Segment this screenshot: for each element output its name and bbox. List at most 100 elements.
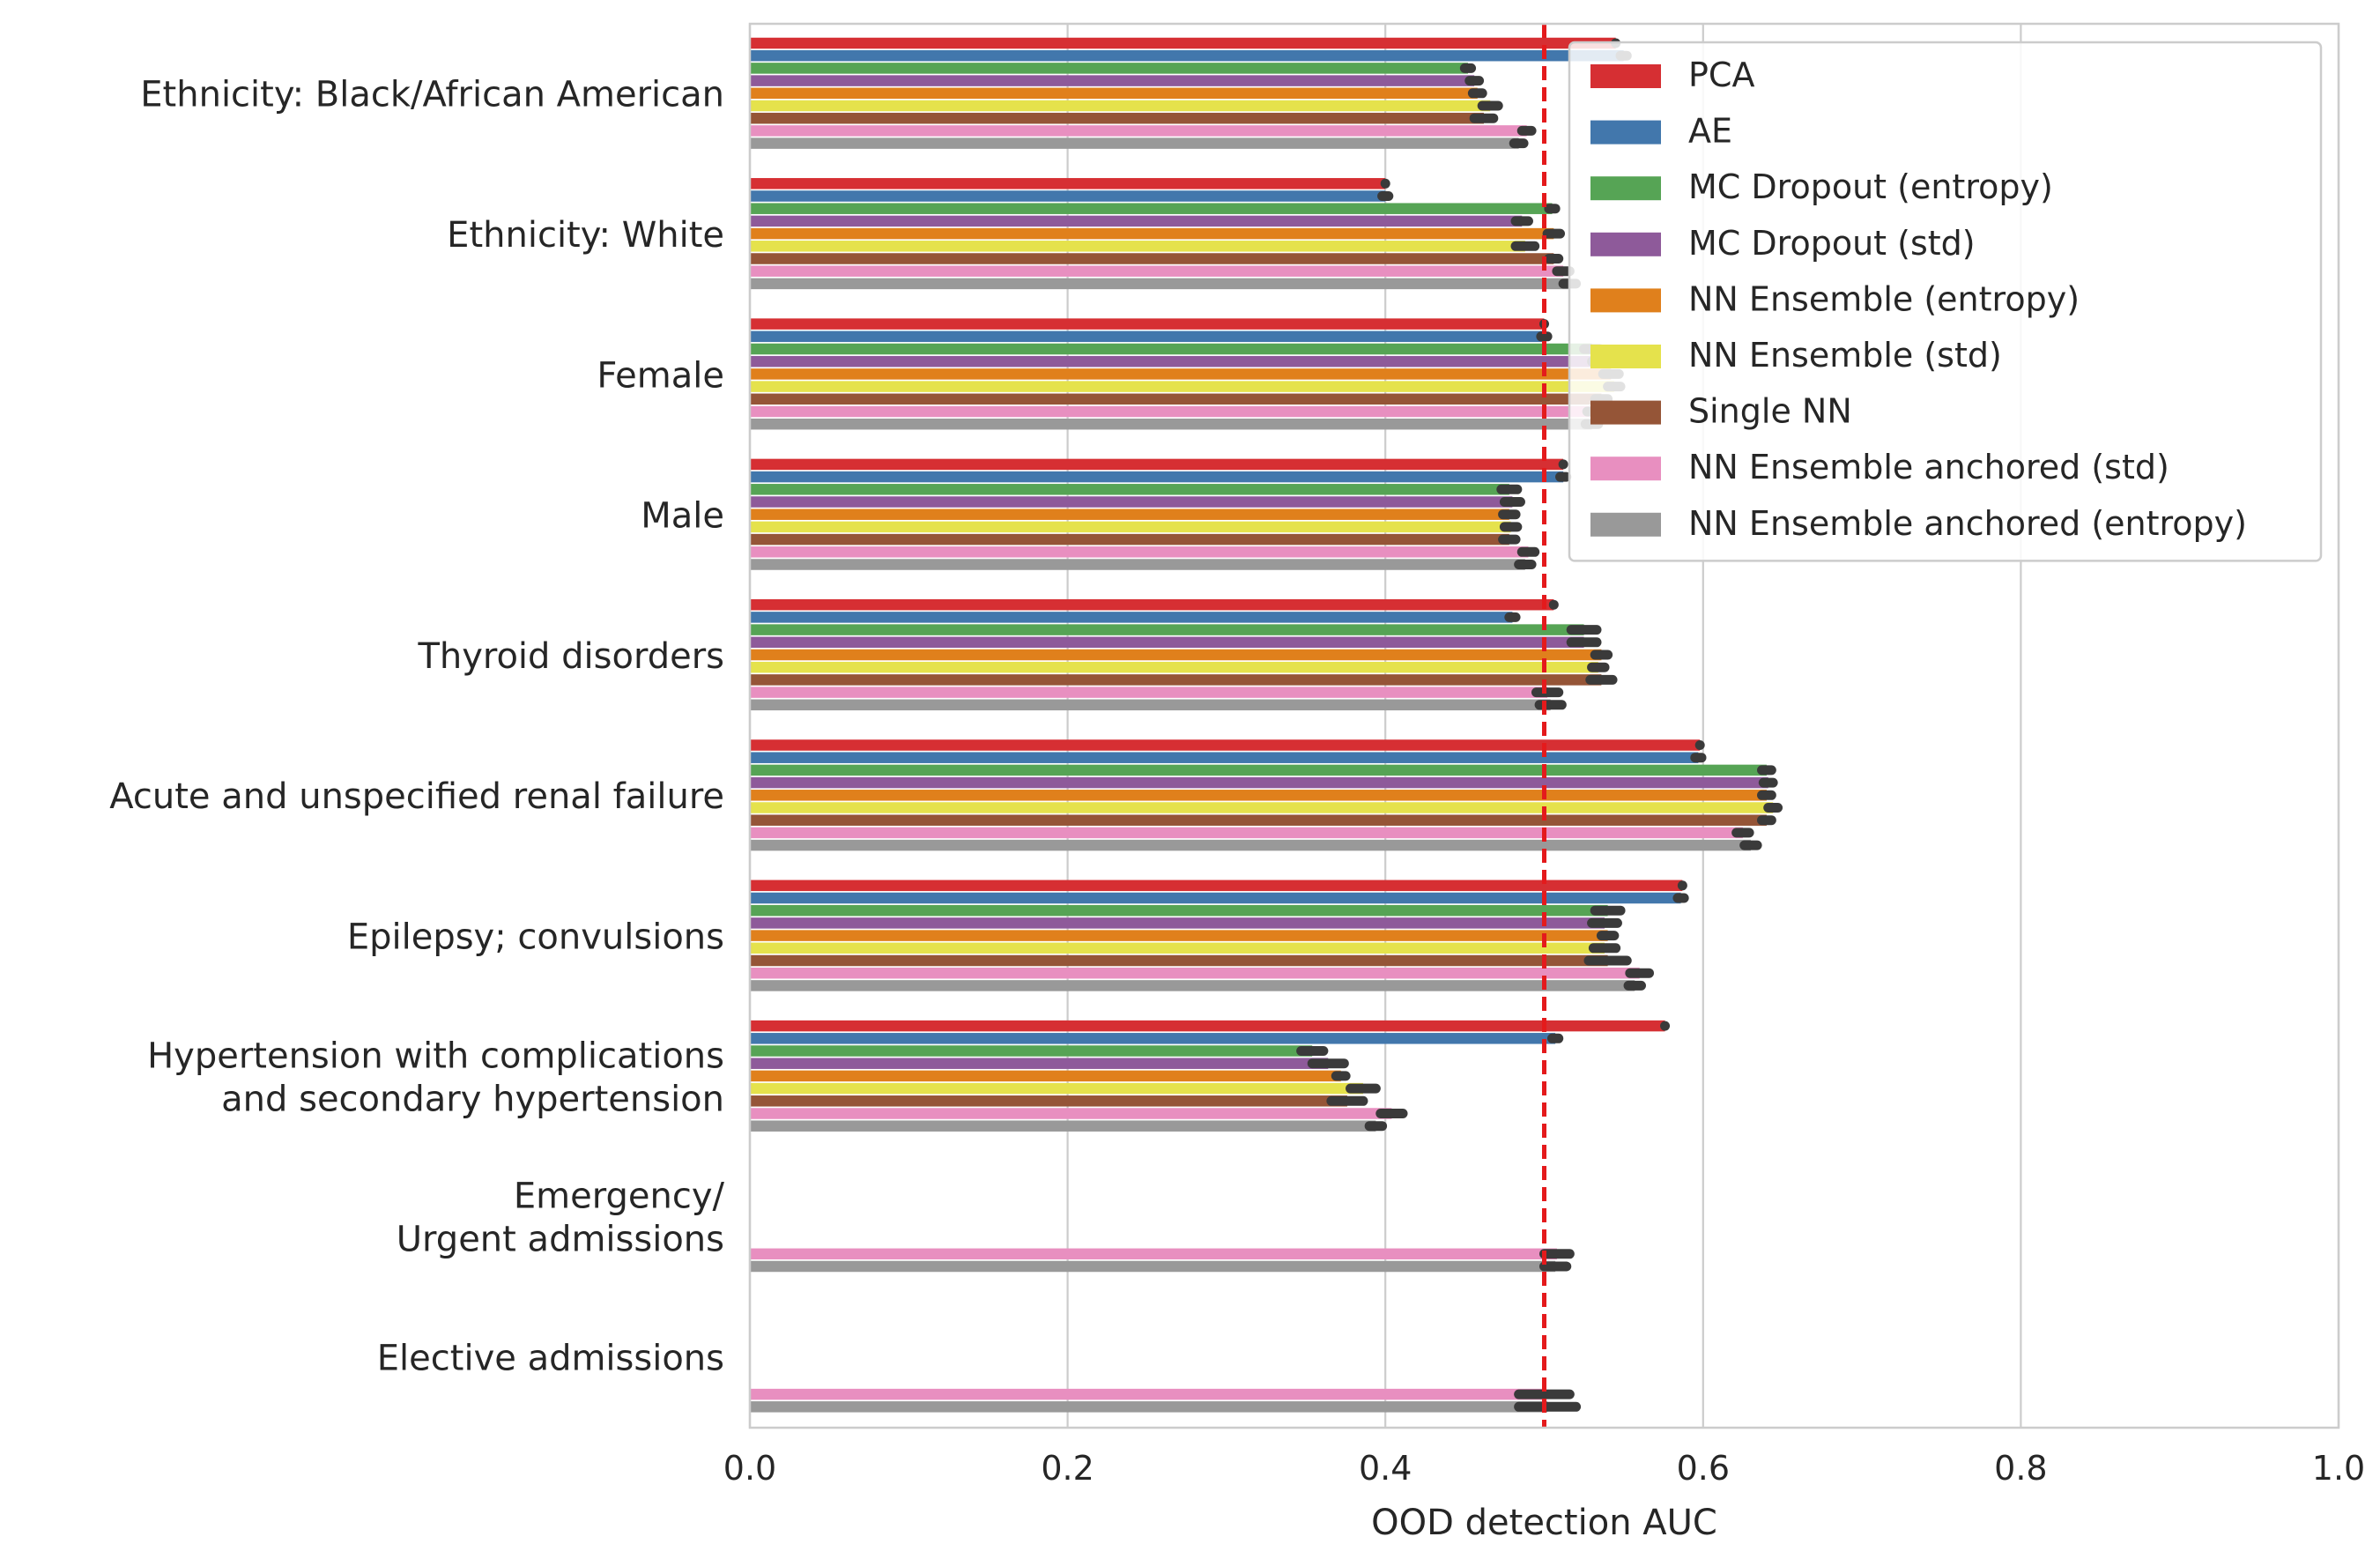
bar bbox=[750, 699, 1551, 711]
bar bbox=[750, 318, 1545, 330]
legend-label: PCA bbox=[1688, 56, 1754, 94]
y-tick-label: and secondary hypertension bbox=[221, 1079, 724, 1119]
y-tick-label: Male bbox=[641, 496, 724, 537]
legend-swatch bbox=[1590, 512, 1661, 537]
bar bbox=[750, 1045, 1313, 1057]
bar bbox=[750, 598, 1554, 611]
bar bbox=[750, 484, 1509, 495]
y-tick-label: Hypertension with complications bbox=[147, 1036, 724, 1076]
bar bbox=[750, 980, 1635, 991]
y-tick-label: Acute and unspecified renal failure bbox=[109, 776, 724, 817]
bar bbox=[750, 509, 1509, 520]
legend-label: NN Ensemble anchored (std) bbox=[1688, 448, 2169, 486]
bar bbox=[750, 1260, 1556, 1273]
bar bbox=[750, 521, 1511, 533]
legend-swatch bbox=[1590, 120, 1661, 145]
y-tick-label: Female bbox=[597, 355, 724, 396]
bar bbox=[750, 1388, 1545, 1400]
bar bbox=[750, 954, 1608, 967]
bar bbox=[750, 917, 1605, 929]
bar bbox=[750, 839, 1751, 851]
y-tick-label: Elective admissions bbox=[377, 1338, 724, 1378]
bar bbox=[750, 1108, 1392, 1119]
bar bbox=[750, 227, 1554, 240]
bar bbox=[750, 802, 1774, 813]
bar bbox=[750, 546, 1529, 558]
bar bbox=[750, 1248, 1557, 1260]
bar bbox=[750, 624, 1584, 635]
x-tick-label: 1.0 bbox=[2312, 1449, 2365, 1488]
legend-label: NN Ensemble (entropy) bbox=[1688, 279, 2080, 318]
bar bbox=[750, 63, 1468, 74]
bar bbox=[750, 790, 1767, 801]
bar bbox=[750, 636, 1584, 649]
x-tick-label: 0.8 bbox=[1994, 1449, 2047, 1488]
y-tick-label: Ethnicity: White bbox=[447, 215, 724, 256]
bar bbox=[750, 49, 1624, 62]
bar bbox=[750, 471, 1564, 483]
bars bbox=[750, 37, 1774, 1413]
x-tick-label: 0.6 bbox=[1677, 1449, 1730, 1488]
bar bbox=[750, 904, 1608, 917]
bar bbox=[750, 215, 1523, 227]
bar bbox=[750, 1401, 1548, 1413]
bar bbox=[750, 278, 1570, 290]
bar bbox=[750, 418, 1592, 430]
bar bbox=[750, 381, 1614, 392]
bar bbox=[750, 405, 1596, 418]
bar bbox=[750, 1082, 1363, 1095]
legend-label: Single NN bbox=[1688, 392, 1852, 431]
bar bbox=[750, 1095, 1347, 1107]
bar bbox=[750, 253, 1554, 264]
bar bbox=[750, 739, 1701, 751]
bar bbox=[750, 533, 1509, 546]
bar bbox=[750, 458, 1564, 471]
x-tick-labels: 0.0 0.2 0.4 0.6 0.8 1.0 bbox=[723, 1449, 2365, 1488]
legend-swatch bbox=[1590, 400, 1661, 425]
bar bbox=[750, 942, 1605, 954]
legend-label: NN Ensemble (std) bbox=[1688, 336, 2002, 375]
bar bbox=[750, 674, 1602, 686]
bar bbox=[750, 137, 1519, 149]
bar bbox=[750, 75, 1475, 86]
bar bbox=[750, 559, 1525, 570]
bar bbox=[750, 764, 1767, 776]
legend-label: AE bbox=[1688, 112, 1732, 151]
bar bbox=[750, 265, 1564, 277]
legend-swatch bbox=[1590, 345, 1661, 368]
bar bbox=[750, 368, 1612, 380]
bar bbox=[750, 892, 1681, 904]
x-axis-label: OOD detection AUC bbox=[1371, 1503, 1717, 1543]
bar bbox=[750, 178, 1386, 189]
bar bbox=[750, 612, 1513, 623]
bar bbox=[750, 661, 1598, 673]
plot-frame bbox=[748, 22, 2340, 1429]
legend-swatch bbox=[1590, 457, 1661, 481]
bar bbox=[750, 880, 1683, 892]
bar bbox=[750, 1058, 1329, 1069]
y-tick-label: Epilepsy; convulsions bbox=[347, 917, 724, 957]
legend-swatch bbox=[1590, 288, 1661, 313]
y-tick-label: Urgent admissions bbox=[397, 1220, 724, 1260]
bar bbox=[750, 967, 1640, 979]
bar bbox=[750, 190, 1386, 202]
y-tick-label: Thyroid disorders bbox=[417, 636, 724, 677]
y-tick-label: Emergency/ bbox=[514, 1177, 725, 1217]
y-tick-label: Ethnicity: Black/African American bbox=[140, 75, 724, 115]
bar bbox=[750, 112, 1484, 124]
bar bbox=[750, 1020, 1665, 1032]
legend-swatch bbox=[1590, 232, 1661, 256]
bar bbox=[750, 752, 1699, 763]
legend-swatch bbox=[1590, 176, 1661, 201]
legend-box bbox=[1568, 41, 2323, 562]
bar bbox=[750, 687, 1548, 698]
bar bbox=[750, 100, 1491, 112]
legend-label: NN Ensemble anchored (entropy) bbox=[1688, 504, 2247, 543]
bar bbox=[750, 496, 1513, 508]
bar bbox=[750, 241, 1525, 252]
bar bbox=[750, 87, 1478, 100]
legend-label: MC Dropout (std) bbox=[1688, 224, 1976, 263]
x-tick-label: 0.2 bbox=[1041, 1449, 1094, 1488]
bar bbox=[750, 930, 1608, 941]
